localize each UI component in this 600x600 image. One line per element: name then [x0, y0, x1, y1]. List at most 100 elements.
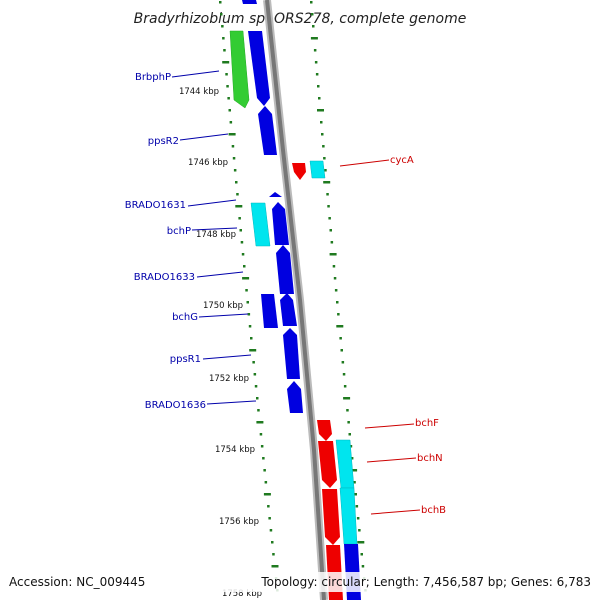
minor-tick-mark	[268, 517, 271, 520]
minor-tick-mark	[226, 85, 229, 88]
minor-tick-mark	[229, 121, 233, 124]
gene-feature[interactable]	[309, 160, 326, 179]
minor-tick-mark	[360, 553, 363, 556]
minor-tick-mark	[248, 325, 252, 328]
minor-tick-mark	[220, 13, 223, 16]
gene-feature[interactable]	[272, 202, 289, 245]
major-tick-mark	[317, 109, 324, 112]
minor-tick-mark	[228, 109, 231, 112]
major-tick-mark	[271, 565, 279, 568]
minor-tick-mark	[346, 409, 349, 412]
minor-tick-mark	[264, 481, 268, 484]
gene-label[interactable]: BRADO1636	[145, 400, 206, 411]
major-tick-mark	[350, 469, 358, 472]
minor-tick-mark	[315, 73, 319, 76]
major-tick-mark	[249, 349, 257, 352]
minor-tick-mark	[339, 337, 342, 340]
minor-tick-mark	[322, 145, 325, 148]
outer-tick-ring	[310, 1, 367, 592]
gene-label[interactable]: bchP	[167, 226, 191, 237]
minor-tick-mark	[227, 97, 230, 100]
major-tick-mark	[310, 37, 318, 40]
tick-label: 1758 kbp	[222, 589, 262, 599]
minor-tick-mark	[332, 265, 336, 268]
gene-feature[interactable]	[317, 420, 332, 441]
gene-feature[interactable]	[339, 487, 358, 545]
minor-tick-mark	[328, 217, 331, 220]
accession-text: Accession: NC_009445	[9, 575, 145, 589]
gene-feature[interactable]	[280, 293, 297, 326]
right-gene-labels: cycA bchF bchN bchB	[339, 155, 446, 516]
minor-tick-mark	[260, 445, 264, 448]
major-tick-mark	[235, 205, 243, 208]
minor-tick-mark	[353, 481, 356, 484]
minor-tick-mark	[317, 85, 320, 88]
gene-label[interactable]: bchG	[172, 312, 198, 323]
gene-feature[interactable]	[250, 202, 271, 247]
major-tick-mark	[329, 253, 337, 256]
gene-feature[interactable]	[248, 31, 270, 106]
gene-feature[interactable]	[242, 0, 257, 4]
minor-tick-mark	[326, 193, 329, 196]
minor-tick-mark	[355, 505, 359, 508]
gene-label[interactable]: bchN	[417, 453, 443, 464]
minor-tick-mark	[336, 301, 339, 304]
gene-feature[interactable]	[287, 381, 303, 413]
tick-label: 1756 kbp	[219, 517, 259, 527]
tick-label: 1748 kbp	[196, 230, 236, 240]
minor-tick-mark	[246, 301, 249, 304]
minor-tick-mark	[267, 505, 270, 508]
minor-tick-mark	[243, 265, 246, 268]
gene-label[interactable]: ppsR2	[148, 136, 179, 147]
major-tick-mark	[343, 397, 351, 400]
gene-feature[interactable]	[229, 30, 250, 109]
minor-tick-mark	[223, 49, 226, 52]
gene-label[interactable]: ppsR1	[170, 354, 201, 365]
minor-tick-mark	[262, 457, 265, 460]
gene-feature[interactable]	[318, 441, 337, 488]
minor-tick-mark	[347, 421, 350, 424]
gene-feature[interactable]	[322, 489, 340, 545]
gene-label[interactable]: BrbphP	[135, 72, 171, 83]
minor-tick-mark	[349, 445, 353, 448]
minor-tick-mark	[337, 313, 340, 316]
gene-label[interactable]: bchB	[421, 505, 446, 516]
gene-feature[interactable]	[292, 163, 306, 180]
gene-feature[interactable]	[258, 106, 277, 155]
minor-tick-mark	[250, 337, 253, 340]
gene-label[interactable]: BRADO1631	[125, 200, 186, 211]
minor-tick-mark	[313, 49, 317, 52]
minor-tick-mark	[334, 289, 338, 292]
minor-tick-mark	[342, 373, 346, 376]
major-tick-mark	[357, 541, 365, 544]
genome-summary-text: Topology: circular; Length: 7,456,587 bp…	[260, 575, 591, 589]
minor-tick-mark	[314, 61, 318, 64]
minor-tick-mark	[312, 25, 315, 28]
gene-feature[interactable]	[269, 192, 282, 197]
gene-feature[interactable]	[261, 294, 278, 328]
gene-label[interactable]: cycA	[390, 155, 414, 166]
minor-tick-mark	[356, 517, 360, 520]
minor-tick-mark	[245, 289, 248, 292]
major-tick-mark	[242, 277, 250, 280]
kbp-labels: 1744 kbp 1746 kbp 1748 kbp 1750 kbp 1752…	[179, 87, 262, 599]
gene-feature[interactable]	[283, 328, 300, 379]
minor-tick-mark	[354, 493, 357, 496]
minor-tick-mark	[247, 313, 251, 316]
gene-label[interactable]: bchF	[415, 418, 439, 429]
gene-feature[interactable]	[276, 245, 294, 294]
minor-tick-mark	[263, 469, 266, 472]
minor-tick-mark	[269, 529, 273, 532]
minor-tick-mark	[318, 97, 321, 100]
major-tick-mark	[336, 325, 344, 328]
minor-tick-mark	[256, 397, 259, 400]
major-tick-mark	[228, 133, 236, 136]
genome-title: Bradyrhizobium sp. ORS278, complete geno…	[134, 11, 467, 27]
gene-label[interactable]: BRADO1633	[134, 272, 195, 283]
major-tick-mark	[263, 493, 271, 496]
tick-label: 1750 kbp	[203, 301, 243, 311]
minor-tick-mark	[222, 37, 225, 40]
minor-tick-mark	[350, 457, 354, 460]
minor-tick-mark	[253, 373, 257, 376]
